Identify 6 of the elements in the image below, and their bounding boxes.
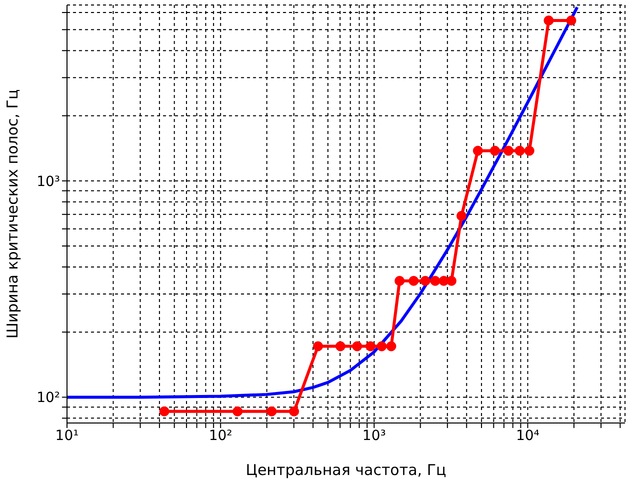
x-tick-label: 10³ — [362, 428, 386, 444]
x-tick-label: 10² — [208, 428, 232, 444]
y-axis-title: Ширина критических полос, Гц — [3, 89, 22, 339]
x-axis-title: Центральная частота, Гц — [246, 461, 446, 479]
x-tick-label: 10¹ — [55, 428, 79, 444]
x-tick-label: 10⁴ — [516, 428, 540, 444]
